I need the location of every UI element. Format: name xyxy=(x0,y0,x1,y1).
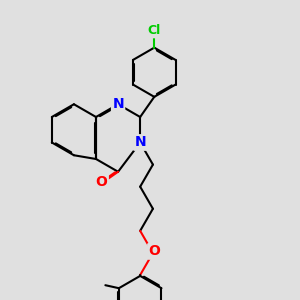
Text: O: O xyxy=(148,244,160,258)
Text: Cl: Cl xyxy=(148,24,161,37)
Text: O: O xyxy=(96,175,107,189)
Text: N: N xyxy=(112,97,124,111)
Text: N: N xyxy=(134,136,146,149)
